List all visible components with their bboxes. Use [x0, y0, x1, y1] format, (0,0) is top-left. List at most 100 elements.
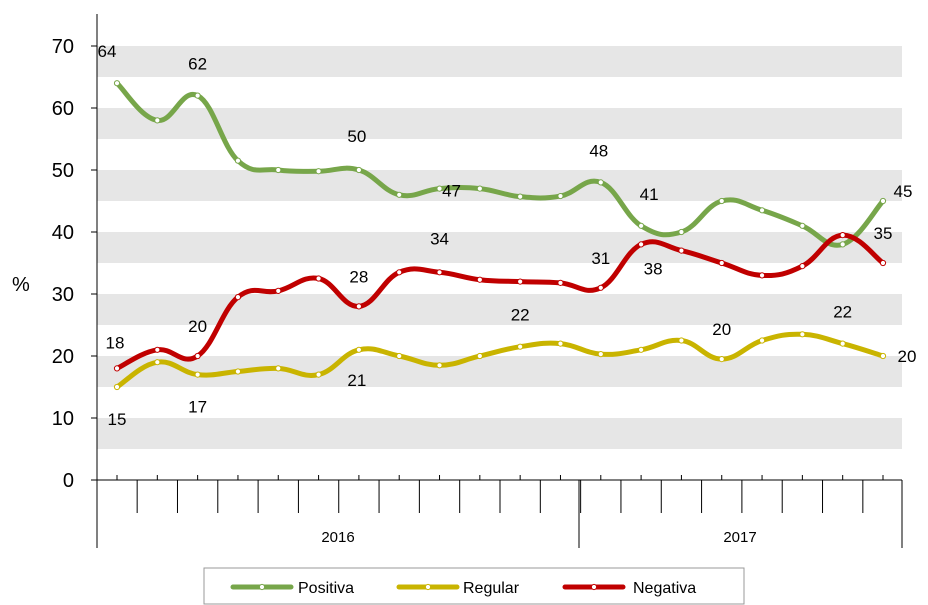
data-point-positiva: [879, 197, 887, 205]
data-label-regular: 17: [188, 398, 207, 417]
data-point-positiva: [315, 168, 322, 175]
data-labels: 64 62 50 47 48 41 45 15 17 21 22 20 22 20 18 20 28 34 31 38…: [98, 42, 917, 429]
data-label-negativa: 35: [874, 224, 893, 243]
data-point-negativa: [396, 269, 403, 276]
y-tick-label: 70: [52, 36, 74, 58]
data-point-regular: [758, 337, 766, 344]
x-axis: 2016 2017: [96, 475, 903, 548]
data-label-regular: 21: [347, 371, 366, 390]
legend-label-regular: Regular: [463, 580, 520, 597]
y-tick-label: 50: [52, 160, 74, 182]
data-point-negativa: [678, 247, 685, 254]
data-label-positiva: 45: [894, 182, 913, 201]
data-point-negativa: [517, 278, 524, 285]
data-point-regular: [557, 340, 564, 347]
data-point-positiva: [476, 185, 483, 192]
data-point-regular: [638, 346, 645, 353]
data-label-negativa: 28: [349, 267, 368, 286]
data-label-negativa: 18: [106, 333, 125, 352]
data-point-regular: [476, 352, 483, 360]
data-label-positiva: 50: [347, 127, 366, 146]
data-point-negativa: [638, 241, 645, 248]
grid-band: [97, 232, 902, 263]
series-line-regular: [114, 331, 886, 390]
data-point-regular: [396, 352, 403, 360]
data-point-positiva: [557, 192, 564, 200]
data-point-negativa: [879, 259, 887, 267]
legend-marker-positiva: [258, 583, 266, 591]
grid-band: [97, 108, 902, 139]
y-tick-label: 0: [63, 470, 74, 492]
data-point-negativa: [194, 352, 201, 360]
data-point-regular: [517, 343, 524, 350]
data-point-positiva: [113, 80, 121, 87]
data-point-positiva: [436, 185, 443, 192]
legend-label-positiva: Positiva: [298, 580, 354, 597]
data-point-regular: [678, 337, 685, 344]
data-label-regular: 20: [898, 347, 917, 366]
y-tick-label: 60: [52, 98, 74, 120]
grid-band: [97, 294, 902, 325]
data-point-positiva: [234, 157, 242, 164]
series-lines: [113, 80, 887, 391]
y-tick-label: 30: [52, 284, 74, 306]
y-tick-label: 20: [52, 346, 74, 368]
data-label-negativa: 34: [430, 229, 449, 248]
data-point-negativa: [476, 276, 483, 283]
data-point-regular: [113, 383, 121, 391]
data-point-positiva: [839, 241, 846, 248]
data-label-negativa: 31: [591, 249, 610, 268]
grid-band: [97, 418, 902, 449]
legend: Positiva Regular Negativa: [203, 567, 745, 605]
data-point-negativa: [758, 272, 766, 279]
data-point-regular: [194, 371, 201, 378]
data-point-negativa: [557, 279, 564, 286]
data-point-positiva: [597, 179, 604, 186]
data-point-positiva: [718, 197, 725, 205]
data-point-regular: [234, 368, 242, 375]
data-point-regular: [436, 362, 443, 369]
data-point-negativa: [839, 232, 846, 239]
data-point-negativa: [597, 284, 604, 291]
data-point-regular: [597, 351, 604, 358]
data-point-positiva: [275, 166, 282, 174]
grid-bands: [97, 46, 902, 449]
data-label-regular: 22: [511, 306, 530, 325]
data-point-negativa: [275, 287, 282, 294]
data-point-regular: [839, 340, 846, 347]
legend-box: [203, 567, 745, 605]
data-label-negativa: 38: [644, 259, 663, 278]
data-point-positiva: [194, 92, 201, 99]
series-line-positiva: [114, 80, 886, 248]
data-point-positiva: [638, 222, 645, 229]
year-label-2016: 2016: [321, 529, 354, 546]
data-label-regular: 22: [833, 303, 852, 322]
data-point-positiva: [154, 117, 161, 124]
data-point-regular: [355, 346, 362, 353]
legend-marker-regular: [424, 583, 432, 591]
legend-marker-negativa: [590, 583, 598, 591]
data-label-positiva: 47: [442, 182, 461, 201]
data-point-positiva: [396, 191, 403, 198]
data-point-negativa: [315, 275, 322, 282]
data-label-positiva: 64: [98, 42, 117, 61]
data-label-regular: 15: [108, 410, 127, 429]
data-point-regular: [718, 356, 725, 363]
data-label-negativa: 20: [188, 317, 207, 336]
data-point-negativa: [436, 269, 443, 276]
data-point-negativa: [355, 303, 362, 310]
data-point-regular: [315, 371, 322, 378]
data-point-regular: [275, 365, 282, 372]
data-point-negativa: [799, 263, 806, 270]
y-axis-title: %: [12, 274, 30, 296]
data-point-regular: [799, 331, 806, 338]
y-tick-label: 40: [52, 222, 74, 244]
grid-band: [97, 170, 902, 201]
data-point-negativa: [113, 365, 121, 372]
y-axis: 0 10 20 30 40 50 60 70: [52, 14, 98, 492]
data-label-positiva: 41: [640, 185, 659, 204]
data-point-regular: [879, 352, 887, 360]
data-point-negativa: [234, 294, 242, 301]
grid-band: [97, 356, 902, 387]
